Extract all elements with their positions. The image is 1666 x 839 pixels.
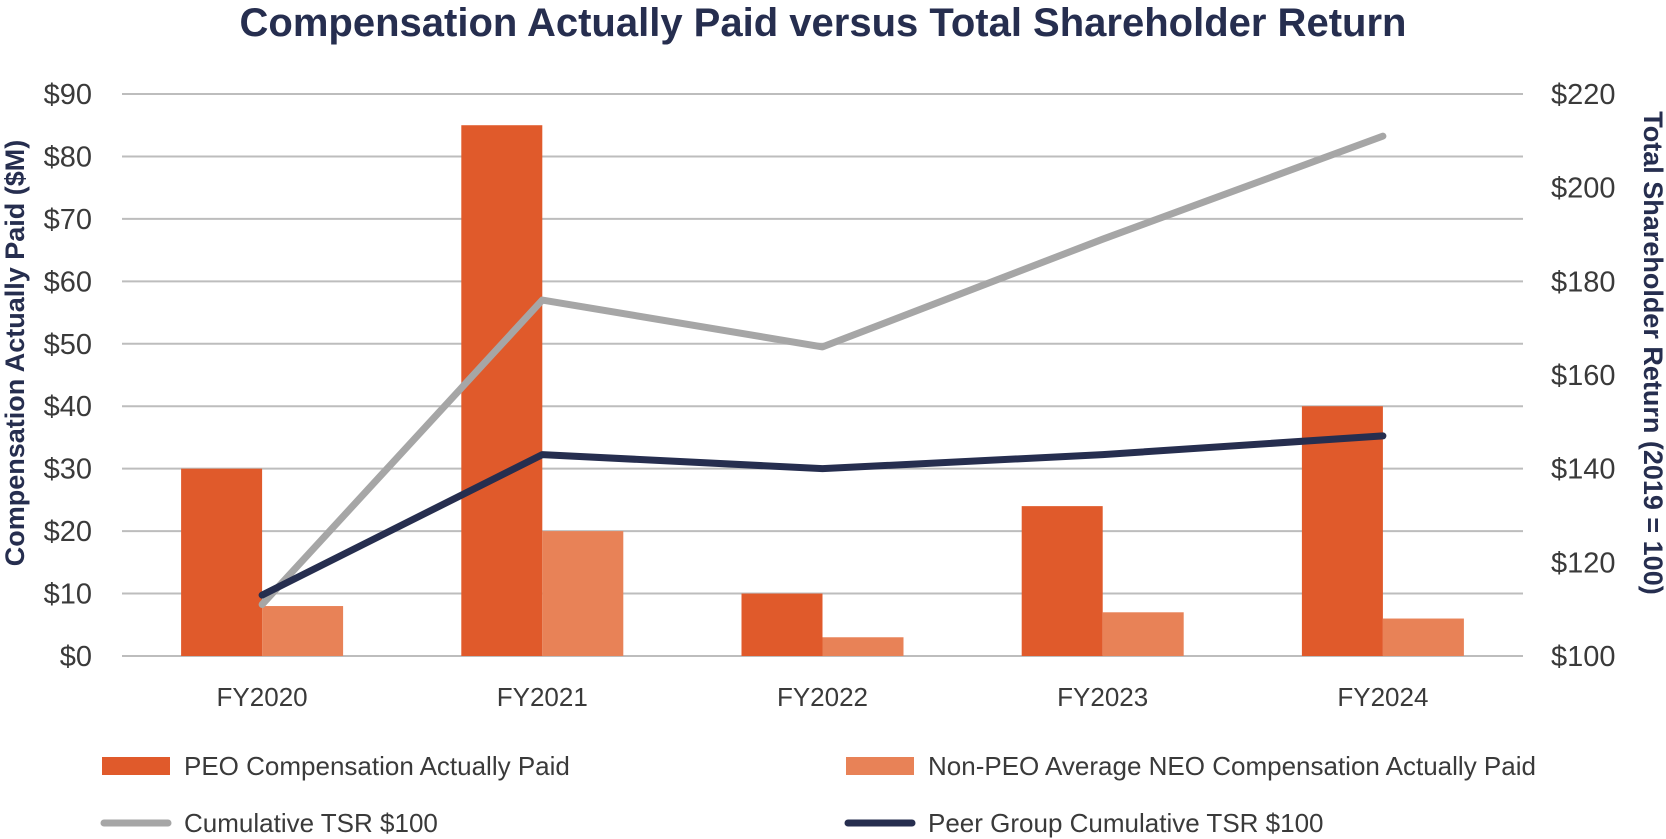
legend-label: Peer Group Cumulative TSR $100	[928, 808, 1324, 838]
peer-group-tsr-line	[258, 432, 1387, 599]
non-peo-bar	[1382, 618, 1464, 656]
left-tick-label: $90	[44, 79, 92, 111]
legend-label: Non-PEO Average NEO Compensation Actuall…	[928, 751, 1536, 781]
left-axis-ticks: $0 $10 $20 $30 $40 $50 $60 $70 $80 $90	[44, 79, 92, 673]
legend-item-peo: PEO Compensation Actually Paid	[102, 751, 570, 781]
peo-bar	[1021, 506, 1103, 656]
right-tick-label: $220	[1551, 79, 1616, 111]
non-peo-bar	[822, 637, 904, 656]
legend-item-peer-group-tsr: Peer Group Cumulative TSR $100	[844, 808, 1324, 838]
legend-label: PEO Compensation Actually Paid	[184, 751, 570, 781]
right-tick-label: $100	[1551, 641, 1616, 673]
left-tick-label: $30	[44, 454, 92, 486]
left-tick-label: $70	[44, 204, 92, 236]
category-label: FY2020	[217, 682, 308, 712]
legend-label: Cumulative TSR $100	[184, 808, 438, 838]
category-label: FY2024	[1337, 682, 1428, 712]
legend-swatch	[846, 757, 914, 775]
right-tick-label: $180	[1551, 266, 1616, 298]
cumulative-tsr-line	[258, 132, 1387, 608]
left-tick-label: $0	[60, 641, 92, 673]
legend: PEO Compensation Actually Paid Non-PEO Av…	[100, 751, 1536, 838]
right-tick-label: $200	[1551, 173, 1616, 205]
peo-bar	[461, 125, 543, 656]
category-label: FY2023	[1057, 682, 1148, 712]
left-tick-label: $50	[44, 329, 92, 361]
category-labels: FY2020 FY2021 FY2022 FY2023 FY2024	[217, 682, 1429, 712]
left-axis-title: Compensation Actually Paid ($M)	[0, 140, 30, 567]
left-tick-label: $60	[44, 266, 92, 298]
bar-series	[181, 125, 1464, 656]
non-peo-bar	[262, 606, 344, 656]
left-tick-label: $80	[44, 141, 92, 173]
right-axis-ticks: $100 $120 $140 $160 $180 $200 $220	[1551, 79, 1616, 673]
peo-bar	[741, 593, 823, 656]
legend-swatch	[102, 757, 170, 775]
left-tick-label: $40	[44, 391, 92, 423]
right-axis-title: Total Shareholder Return (2019 = 100)	[1638, 111, 1666, 594]
peo-bar	[181, 468, 263, 656]
category-label: FY2021	[497, 682, 588, 712]
non-peo-bar	[542, 531, 624, 656]
non-peo-bar	[1102, 612, 1184, 656]
line-series	[258, 132, 1387, 608]
category-label: FY2022	[777, 682, 868, 712]
legend-item-cumulative-tsr: Cumulative TSR $100	[100, 808, 438, 838]
peo-bar	[1301, 406, 1383, 656]
left-tick-label: $10	[44, 579, 92, 611]
right-tick-label: $140	[1551, 454, 1616, 486]
left-tick-label: $20	[44, 516, 92, 548]
chart-title: Compensation Actually Paid versus Total …	[240, 1, 1407, 45]
right-tick-label: $120	[1551, 547, 1616, 579]
right-tick-label: $160	[1551, 360, 1616, 392]
legend-item-non-peo: Non-PEO Average NEO Compensation Actuall…	[846, 751, 1536, 781]
